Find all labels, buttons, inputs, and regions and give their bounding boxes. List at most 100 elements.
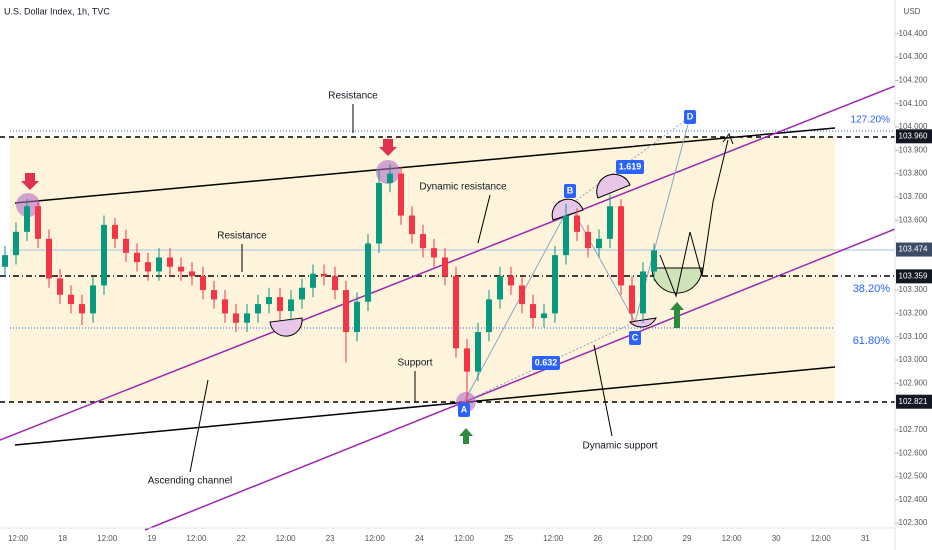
harmonic-pattern	[463, 321, 636, 403]
point-label: D	[687, 111, 694, 121]
candle-body	[354, 301, 360, 333]
candle-body	[244, 313, 250, 323]
point-label: A	[461, 404, 468, 414]
candle-body	[585, 231, 591, 249]
candle-body	[288, 299, 294, 312]
ratio-box	[532, 356, 560, 370]
candle-body	[475, 332, 481, 372]
candle-body	[233, 313, 239, 323]
ratio-label: 0.632	[535, 357, 558, 367]
candle-body	[310, 273, 316, 288]
arrow-up	[670, 302, 684, 328]
candle-body	[365, 243, 371, 302]
y-tick-label: 104.300	[899, 52, 928, 61]
candle-body	[321, 273, 327, 277]
price-label-box	[896, 242, 932, 257]
annotation: Resistance	[328, 91, 378, 102]
arc	[596, 173, 631, 199]
candle-body	[156, 257, 162, 272]
candle-body	[101, 224, 107, 286]
annotation: Resistance	[217, 231, 267, 242]
x-tick-label: 12:00	[543, 534, 564, 543]
ratio-label: 1.619	[619, 161, 642, 171]
arc	[269, 317, 303, 337]
x-tick-label: 12:00	[722, 534, 743, 543]
candle-body	[112, 224, 118, 239]
point-box	[458, 403, 470, 417]
candle-body	[189, 271, 195, 277]
x-tick-label: 19	[147, 534, 156, 543]
annotation: Ascending channel	[148, 476, 233, 487]
y-tick-label: 103.900	[899, 145, 928, 154]
highlight	[16, 193, 40, 217]
arrow-down	[21, 173, 39, 190]
y-tick-label: 103.700	[899, 192, 928, 201]
y-tick-label: 103.800	[899, 169, 928, 178]
candle-body	[541, 313, 547, 319]
x-tick-label: 25	[504, 534, 513, 543]
candle-body	[299, 287, 305, 300]
y-tick-label: 102.300	[899, 518, 928, 527]
x-tick-label: 22	[237, 534, 246, 543]
candle-body	[222, 299, 228, 314]
candle-body	[79, 304, 85, 314]
candle-body	[640, 271, 646, 314]
candle-body	[376, 182, 382, 244]
candle-body	[530, 304, 536, 319]
y-tick-label: 103.200	[899, 309, 928, 318]
candle-body	[178, 266, 184, 272]
y-tick-label: 102.400	[899, 495, 928, 504]
y-tick-label: 102.900	[899, 378, 928, 387]
fib-label: 127.20%	[851, 115, 891, 126]
y-tick-label: 102.700	[899, 425, 928, 434]
highlight	[376, 160, 400, 184]
annotation: Support	[397, 358, 432, 369]
x-tick-label: 12:00	[454, 534, 475, 543]
candle-body	[35, 206, 41, 239]
projection	[659, 139, 729, 298]
candle-body	[332, 276, 338, 291]
x-tick-label: 12:00	[186, 534, 207, 543]
pointer	[189, 379, 209, 473]
candle-body	[486, 299, 492, 333]
price-label-box	[896, 129, 932, 144]
y-tick-label: 102.600	[899, 448, 928, 457]
price-label: 102.821	[899, 397, 928, 406]
candle-body	[134, 252, 140, 263]
y-tick-label: 103.000	[899, 355, 928, 364]
point-box	[684, 110, 696, 124]
candle-body	[574, 215, 580, 232]
candle-body	[387, 173, 393, 183]
fib-label: 38.20%	[853, 283, 891, 295]
candle-body	[618, 206, 624, 286]
candle-body	[123, 238, 129, 253]
y-tick-label: 104.000	[899, 122, 928, 131]
candle-body	[145, 262, 151, 272]
harmonic-pattern	[463, 116, 691, 403]
candle-body	[563, 215, 569, 256]
candle-body	[57, 278, 63, 295]
price-label: 103.960	[899, 131, 928, 140]
x-tick-label: 30	[772, 534, 781, 543]
price-label: 103.359	[899, 271, 928, 280]
channel-line	[14, 127, 836, 204]
price-label-box	[896, 394, 932, 409]
projection-arrow	[722, 132, 734, 145]
annotation: Dynamic support	[582, 441, 657, 452]
x-tick-label: 12:00	[8, 534, 29, 543]
x-tick-label: 18	[58, 534, 67, 543]
candle-body	[211, 290, 217, 300]
x-tick-label: 26	[593, 534, 602, 543]
candle-body	[200, 276, 206, 291]
y-tick-label: 103.300	[899, 285, 928, 294]
y-tick-label: 103.100	[899, 332, 928, 341]
candle-body	[2, 255, 8, 267]
y-tick-label: 103.600	[899, 215, 928, 224]
candle-body	[398, 173, 404, 216]
candle-body	[464, 348, 470, 372]
ratio-box	[616, 160, 644, 174]
x-tick-label: 23	[326, 534, 335, 543]
y-tick-label: 104.100	[899, 99, 928, 108]
title: U.S. Dollar Index, 1h, TVC	[4, 6, 110, 16]
